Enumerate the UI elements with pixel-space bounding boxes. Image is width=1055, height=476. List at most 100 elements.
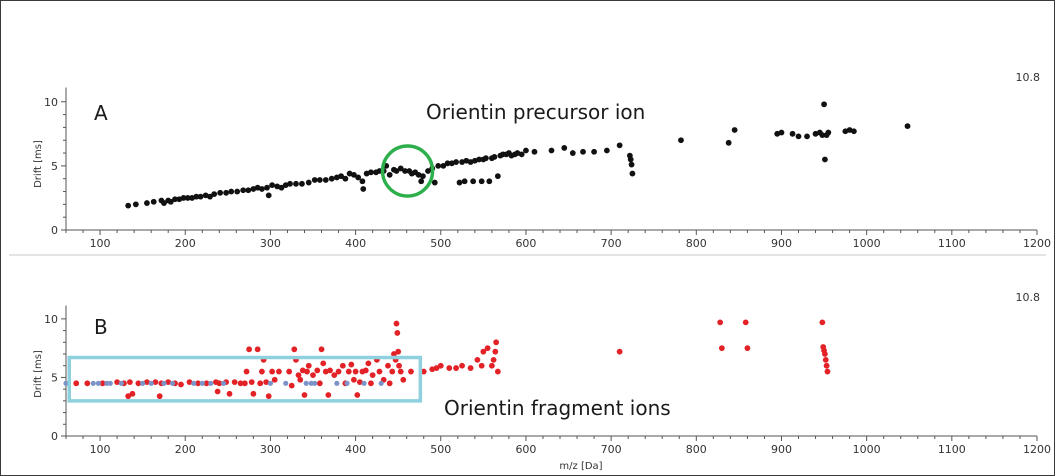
panel-b-data-point [63,380,69,386]
panel-b-label: B [94,315,108,339]
panel-b-data-point [297,376,304,383]
panel-b-data-point [395,348,402,355]
panel-b-data-point [397,368,404,375]
panel-b-y-axis-title: Drift [ms] [33,350,44,398]
y-tick-label: 0 [51,224,58,237]
panel-b-data-point [257,380,264,387]
x-tick-label: 100 [90,237,111,250]
panel-a-data-point [453,159,460,165]
panel-a-data-point [167,198,174,205]
panel-b-data-point [216,380,223,387]
panel-b-data-point [493,339,500,346]
panel-b: B 10.8 Drift [ms] 100 200 300 400 500 600 700 8… [33,291,1051,472]
panel-b-data-point [135,380,142,387]
panel-b-data-point [345,368,352,375]
panel-a-data-point [629,170,636,177]
panel-a-data-point [132,201,139,208]
x-tick-label: 300 [260,443,281,456]
panel-a-data-point [627,156,634,163]
panel-a-data-point [299,180,305,187]
panel-a-data-point [228,188,235,195]
panel-b-data-point [420,368,427,375]
panel-a-data-point [402,168,408,174]
panel-b-data-point [125,393,132,400]
panel-b-data-point [437,362,444,369]
panel-b-data-point [354,392,361,398]
panel-b-data-point [331,372,338,378]
panel-b-data-point [824,368,831,375]
panel-b-data-point [276,368,282,375]
panel-a-data-point [478,178,485,185]
panel-a-data-point [386,171,393,178]
panel-a-data-point [795,133,802,140]
panel-b-data-point [480,348,487,355]
panel-b-data-point [362,367,369,374]
panel-a-data-point [322,177,329,183]
panel-b-data-point [263,379,270,386]
panel-b-data-point [339,362,346,369]
panel-a-data-point [211,191,218,197]
panel-a-data-point [616,142,623,149]
panel-b-data-point [99,380,106,387]
panel-b-data-point [241,380,248,387]
panel-b-data-point [203,380,210,387]
panel-a-corner-value: 10.8 [1016,71,1041,84]
panel-b-data-point [742,319,749,326]
y-tick-label: 5 [51,160,58,173]
panel-a-data-point [338,173,345,180]
panel-a-data-point [264,184,270,191]
panel-b-data-point [350,376,357,383]
panel-b-data-point [226,390,233,397]
x-tick-label: 800 [686,237,707,250]
panel-b-data-point [474,356,481,363]
panel-a-data-point [197,193,204,200]
panel-b-data-point [400,376,407,383]
panel-b-data-point [344,380,350,386]
panel-b-data-point [107,380,113,386]
panel-b-data-point [314,367,321,374]
panel-a-data-point [245,187,252,194]
panel-b-data-point [494,368,501,375]
x-tick-label: 400 [345,237,366,250]
panel-b-data-point [394,330,401,336]
y-tick-label: 0 [51,430,58,443]
x-tick-label: 1100 [938,443,966,456]
panel-a-data-point [531,148,538,155]
panel-b-data-point [718,345,725,352]
panel-b-data-point [396,362,402,369]
panel-b-data-point [376,368,383,375]
x-tick-label: 200 [175,443,196,456]
panel-b-data-point [186,379,193,386]
panel-b-data-point [391,351,397,357]
panel-b-data-point [478,362,485,369]
panel-b-data-point [356,379,363,386]
panel-b-data-point [822,351,828,357]
panel-b-data-point [369,372,376,378]
panel-b-data-point [348,361,355,368]
panel-b-data-point [259,368,265,375]
panel-b-data-point [822,356,829,363]
panel-a-data-point [628,161,635,168]
panel-a-data-point [355,174,362,181]
x-tick-label: 400 [345,443,366,456]
panel-b-data-point [84,380,91,387]
panel-b-data-point [195,380,201,387]
x-tick-label: 1000 [853,443,881,456]
precursor-highlight-circle [380,144,435,198]
panel-a-data-point [461,178,468,185]
panel-b-data-point [490,356,497,363]
panel-b-data-point [484,345,491,352]
x-tick-label: 1000 [853,237,881,250]
panel-a-data-point [278,184,285,191]
panel-a-data-point [172,196,178,203]
panel-b-data-point [199,380,205,386]
x-tick-label: 1200 [1023,237,1051,250]
panel-a-data-point [580,148,586,155]
panel-a-data-point [419,173,426,180]
panel-b-data-point [283,380,289,386]
panel-a-axes: 100 200 300 400 500 600 700 800 900 1000 1100 1200 0… [44,87,1051,250]
panel-a-data-point [603,147,610,154]
panel-a-data-point [476,156,483,163]
